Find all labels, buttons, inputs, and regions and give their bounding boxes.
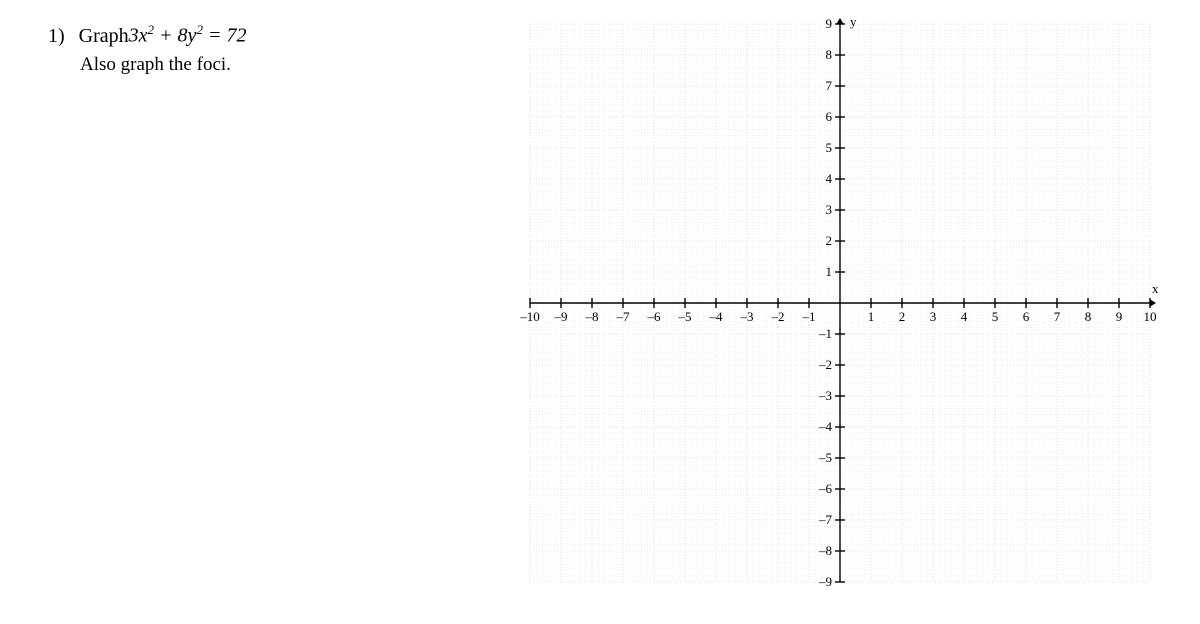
svg-text:5: 5 — [992, 309, 999, 324]
problem-statement: 1) Graph 3x2 + 8y2 = 72 Also graph the f… — [48, 22, 246, 76]
svg-text:2: 2 — [899, 309, 906, 324]
svg-text:9: 9 — [1116, 309, 1123, 324]
svg-text:10: 10 — [1144, 309, 1157, 324]
svg-text:–6: –6 — [818, 481, 833, 496]
svg-text:–10: –10 — [519, 309, 540, 324]
instruction-prefix: Graph — [79, 25, 129, 48]
svg-text:9: 9 — [826, 16, 833, 31]
svg-text:6: 6 — [1023, 309, 1030, 324]
svg-text:–7: –7 — [616, 309, 631, 324]
svg-text:1: 1 — [826, 264, 833, 279]
svg-text:–3: –3 — [818, 388, 832, 403]
svg-text:–8: –8 — [585, 309, 599, 324]
svg-text:–1: –1 — [802, 309, 816, 324]
coordinate-grid: –10 –9 –8 –7 –6 –5 –4 –3 –2 –1 1 2 3 4 5 6 7 8 9 10 –9 –8 –7 –6… — [510, 14, 1170, 607]
svg-text:–2: –2 — [818, 357, 832, 372]
equation: 3x2 + 8y2 = 72 — [129, 22, 247, 48]
svg-text:–2: –2 — [771, 309, 785, 324]
svg-text:7: 7 — [826, 78, 833, 93]
svg-text:–9: –9 — [554, 309, 568, 324]
svg-text:4: 4 — [826, 171, 833, 186]
svg-text:–1: –1 — [818, 326, 832, 341]
svg-text:8: 8 — [826, 47, 833, 62]
svg-text:5: 5 — [826, 140, 833, 155]
svg-text:–6: –6 — [647, 309, 662, 324]
problem-line-2: Also graph the foci. — [80, 54, 246, 76]
svg-text:4: 4 — [961, 309, 968, 324]
svg-text:1: 1 — [868, 309, 875, 324]
svg-text:y: y — [850, 14, 857, 29]
svg-text:x: x — [1152, 281, 1159, 296]
svg-text:–5: –5 — [818, 450, 832, 465]
grid-svg: –10 –9 –8 –7 –6 –5 –4 –3 –2 –1 1 2 3 4 5 6 7 8 9 10 –9 –8 –7 –6… — [510, 14, 1170, 602]
problem-number: 1) — [48, 25, 65, 48]
problem-line-1: 1) Graph 3x2 + 8y2 = 72 — [48, 22, 246, 48]
svg-text:8: 8 — [1085, 309, 1092, 324]
svg-text:7: 7 — [1054, 309, 1061, 324]
svg-text:–4: –4 — [818, 419, 833, 434]
svg-text:–4: –4 — [709, 309, 724, 324]
svg-text:–7: –7 — [818, 512, 833, 527]
svg-text:–3: –3 — [740, 309, 754, 324]
svg-text:–9: –9 — [818, 574, 832, 589]
svg-text:–5: –5 — [678, 309, 692, 324]
svg-text:2: 2 — [826, 233, 833, 248]
svg-text:3: 3 — [826, 202, 833, 217]
svg-text:6: 6 — [826, 109, 833, 124]
svg-text:3: 3 — [930, 309, 937, 324]
svg-text:–8: –8 — [818, 543, 832, 558]
